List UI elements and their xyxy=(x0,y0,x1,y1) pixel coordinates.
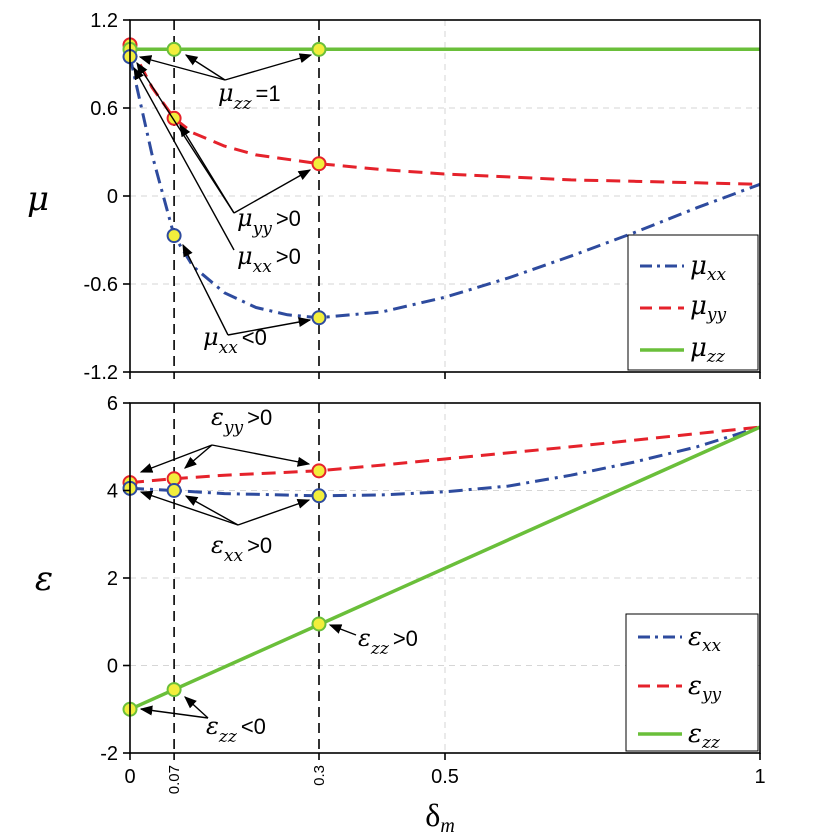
annotation-arrow xyxy=(224,53,313,81)
mu-annotations: μzz =1 μyy >0 μxx >0 μxx <0 xyxy=(133,53,313,358)
mu-point-marker xyxy=(311,156,327,172)
annotation-arrow xyxy=(227,317,312,336)
epsilon-series-yy xyxy=(129,425,761,485)
mu-y-ticks: -1.2 -0.6 0 0.6 1.2 xyxy=(84,10,761,384)
mu-point-marker xyxy=(166,228,182,244)
annotation-mu-xx-pos: μxx >0 xyxy=(237,242,301,277)
epsilon-point-marker xyxy=(166,483,182,498)
annotation-arrow xyxy=(184,696,209,719)
mu-y-tick-label: -0.6 xyxy=(84,274,118,296)
annotation-arrow xyxy=(138,55,226,81)
legend-label-mu-xx: μxx xyxy=(690,251,726,285)
mu-legend: μxx μyy μzz xyxy=(627,234,759,371)
epsilon-y-ticks: -2 0 2 4 6 xyxy=(100,393,130,765)
annotation-eps-zz-neg: εzz <0 xyxy=(206,712,266,747)
x-tick-label: 0 xyxy=(124,766,135,788)
annotation-arrow xyxy=(237,499,311,526)
legend-label-mu-zz: μzz xyxy=(690,333,726,367)
mu-series-yy xyxy=(128,44,761,186)
epsilon-point-marker xyxy=(311,488,327,504)
epsilon-series xyxy=(129,425,761,711)
annotation-arrow xyxy=(184,444,213,469)
epsilon-grid xyxy=(130,403,760,753)
annotation-arrow xyxy=(139,444,213,473)
epsilon-annotations: εyy >0 εxx >0 εzz >0 εzz <0 xyxy=(139,403,418,747)
mu-panel: -1.2 -0.6 0 0.6 1.2 μ μzz =1 μyy >0 μxx >0 μxx <… xyxy=(27,10,761,384)
epsilon-y-tick-label: 4 xyxy=(107,481,118,503)
legend-label-eps-yy: εyy xyxy=(688,671,722,705)
annotation-arrow xyxy=(233,169,312,214)
mu-y-axis-label: μ xyxy=(27,179,49,219)
annotation-arrow xyxy=(328,624,357,636)
epsilon-y-tick-label: 2 xyxy=(107,568,118,590)
epsilon-y-tick-label: 6 xyxy=(107,393,118,415)
x-tick-label: 0.5 xyxy=(431,766,459,788)
epsilon-legend: εxx εyy εzz xyxy=(625,613,759,753)
legend-label-eps-xx: εxx xyxy=(688,622,722,656)
epsilon-y-axis-label: ε xyxy=(35,559,53,599)
annotation-arrow xyxy=(139,490,239,526)
x-ticks: 0 0.07 0.3 0.5 1 xyxy=(124,753,766,794)
annotation-arrow xyxy=(184,54,226,81)
mu-point-marker xyxy=(166,41,182,57)
epsilon-point-marker xyxy=(311,463,327,479)
annotation-eps-xx: εxx >0 xyxy=(211,531,272,566)
annotation-arrow xyxy=(136,61,235,214)
epsilon-point-marker xyxy=(311,616,327,632)
x-tick-label: 0.3 xyxy=(311,765,328,786)
epsilon-series-xx xyxy=(129,425,761,498)
mu-point-marker xyxy=(311,310,327,326)
x-axis-label: δm xyxy=(425,797,455,833)
mu-y-tick-label: 1.2 xyxy=(90,10,118,32)
annotation-arrow xyxy=(211,444,311,467)
annotation-arrow xyxy=(182,243,229,336)
epsilon-y-tick-label: -2 xyxy=(100,743,118,765)
epsilon-point-marker xyxy=(166,682,182,698)
mu-y-tick-label: 0 xyxy=(107,186,118,208)
epsilon-panel: -2 0 2 4 6 0 0.07 0.3 0.5 1 ε δm εyy >0 εxx >0 εzz… xyxy=(35,393,766,833)
annotation-arrow xyxy=(179,123,235,214)
epsilon-axes-frame xyxy=(129,402,761,754)
epsilon-y-tick-label: 0 xyxy=(107,656,118,678)
annotation-arrow xyxy=(133,66,235,251)
legend-label-mu-yy: μyy xyxy=(690,291,727,325)
mu-grid xyxy=(130,20,760,372)
epsilon-series-zz xyxy=(129,425,761,711)
mu-point-marker xyxy=(311,41,327,57)
x-tick-label: 1 xyxy=(754,766,765,788)
mu-y-tick-label: -1.2 xyxy=(84,362,118,384)
annotation-mu-zz: μzz =1 xyxy=(218,79,281,114)
annotation-arrow xyxy=(139,705,209,719)
annotation-eps-zz-pos: εzz >0 xyxy=(358,624,418,659)
annotation-eps-yy: εyy >0 xyxy=(211,403,272,438)
x-tick-label: 0.07 xyxy=(166,765,183,794)
mu-y-tick-label: 0.6 xyxy=(90,98,118,120)
mu-axes-frame xyxy=(129,19,761,373)
annotation-mu-yy: μyy >0 xyxy=(237,204,301,239)
epsilon-markers xyxy=(122,463,327,717)
legend-label-eps-zz: εzz xyxy=(688,719,721,753)
annotation-arrow xyxy=(184,495,239,526)
